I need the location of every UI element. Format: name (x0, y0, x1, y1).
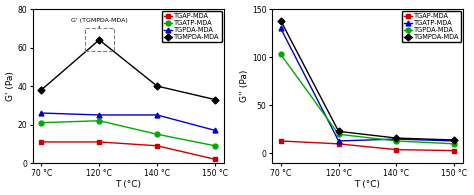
TGPDA-MDA (452, 143, 457, 145)
TGMPDA-MDA (96, 39, 102, 41)
TGATP-MDA (154, 133, 160, 135)
TGMPDA-MDA (212, 98, 218, 101)
TGMPDA-MDA (452, 139, 457, 141)
TGATP-MDA (96, 120, 102, 122)
Line: TGPDA-MDA: TGPDA-MDA (39, 111, 218, 133)
TGATP-MDA (278, 27, 283, 29)
TGAP-MDA (154, 145, 160, 147)
TGMPDA-MDA (336, 130, 341, 133)
TGAP-MDA (452, 149, 457, 152)
Line: TGATP-MDA: TGATP-MDA (278, 26, 457, 143)
TGPDA-MDA (336, 133, 341, 135)
Line: TGAP-MDA: TGAP-MDA (39, 139, 218, 162)
Legend: TGAP-MDA, TGATP-MDA, TGPDA-MDA, TGMPDA-MDA: TGAP-MDA, TGATP-MDA, TGPDA-MDA, TGMPDA-M… (401, 11, 461, 42)
Line: TGATP-MDA: TGATP-MDA (39, 118, 218, 148)
TGPDA-MDA (154, 114, 160, 116)
TGAP-MDA (96, 141, 102, 143)
TGMPDA-MDA (393, 137, 399, 139)
TGPDA-MDA (96, 114, 102, 116)
Y-axis label: G' (Pa): G' (Pa) (6, 71, 15, 101)
TGATP-MDA (212, 145, 218, 147)
Line: TGAP-MDA: TGAP-MDA (278, 138, 457, 153)
Line: TGMPDA-MDA: TGMPDA-MDA (278, 18, 457, 142)
Line: TGPDA-MDA: TGPDA-MDA (278, 52, 457, 146)
TGAP-MDA (212, 158, 218, 160)
TGATP-MDA (336, 140, 341, 142)
Text: G' (TGMPDA-MDA): G' (TGMPDA-MDA) (71, 18, 128, 23)
Y-axis label: G'' (Pa): G'' (Pa) (240, 70, 249, 102)
X-axis label: T (°C): T (°C) (355, 180, 381, 190)
TGATP-MDA (38, 121, 44, 124)
Legend: TGAP-MDA, TGATP-MDA, TGPDA-MDA, TGMPDA-MDA: TGAP-MDA, TGATP-MDA, TGPDA-MDA, TGMPDA-M… (162, 11, 222, 42)
TGAP-MDA (393, 148, 399, 151)
X-axis label: T (°C): T (°C) (115, 180, 141, 190)
TGATP-MDA (452, 140, 457, 142)
TGATP-MDA (393, 138, 399, 140)
TGPDA-MDA (278, 53, 283, 56)
TGPDA-MDA (393, 140, 399, 142)
TGMPDA-MDA (38, 89, 44, 91)
TGAP-MDA (278, 140, 283, 142)
TGPDA-MDA (212, 129, 218, 132)
TGAP-MDA (38, 141, 44, 143)
TGPDA-MDA (38, 112, 44, 114)
Line: TGMPDA-MDA: TGMPDA-MDA (39, 37, 218, 102)
TGMPDA-MDA (278, 20, 283, 22)
TGAP-MDA (336, 143, 341, 145)
TGMPDA-MDA (154, 85, 160, 87)
